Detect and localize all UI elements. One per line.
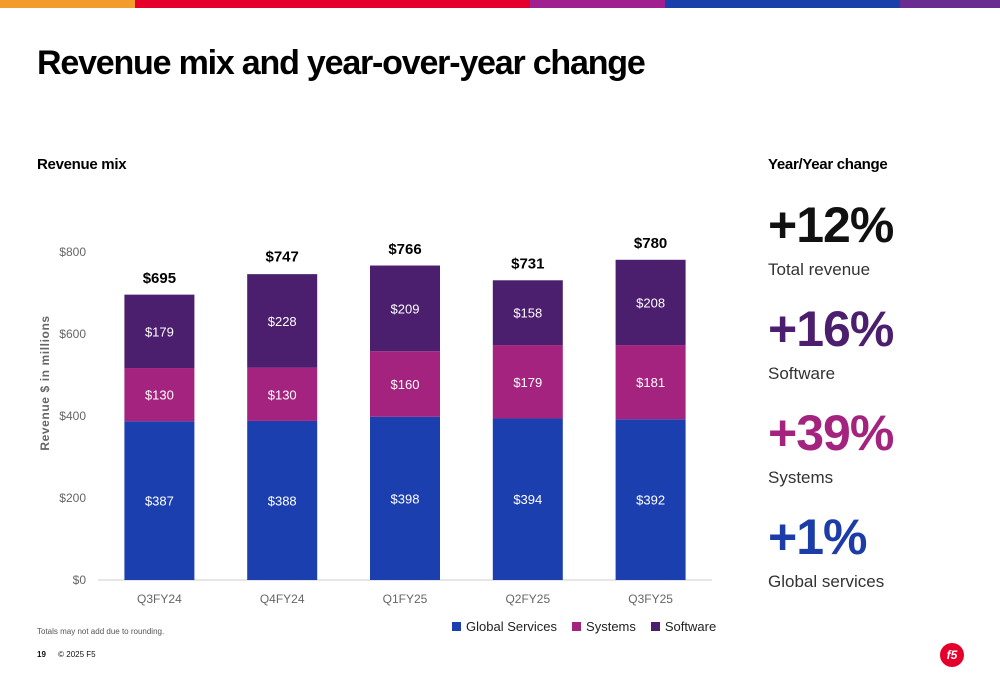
- yoy-value: +16%: [768, 301, 894, 357]
- bar-segment-systems: [370, 351, 440, 417]
- bar-segment-global-services: [124, 421, 195, 580]
- bar-total-label: $731: [511, 255, 544, 272]
- bar-total-label: $747: [266, 249, 299, 266]
- legend-item: Global Services: [452, 619, 557, 634]
- y-tick-label: $0: [73, 573, 87, 587]
- legend-swatch: [452, 622, 461, 631]
- bar-value-label: $209: [391, 301, 420, 316]
- yoy-value: +1%: [768, 509, 867, 565]
- bar-segment-software: [615, 259, 686, 346]
- yoy-label: Systems: [768, 468, 834, 487]
- yoy-label: Software: [768, 364, 836, 383]
- legend-label: Software: [664, 619, 717, 634]
- bar-value-label: $160: [391, 377, 420, 392]
- bar-segment-systems: [124, 368, 195, 422]
- f5-logo: f5: [940, 643, 964, 667]
- bar-value-label: $208: [636, 295, 665, 310]
- bar-total-label: $780: [634, 235, 667, 252]
- x-tick-label: Q2FY25: [505, 592, 550, 606]
- x-tick-label: Q1FY25: [383, 592, 428, 606]
- yoy-label: Global services: [768, 572, 885, 591]
- bar-segment-software: [247, 274, 318, 368]
- bar-segment-global-services: [247, 420, 318, 580]
- top-bar-segment-red: [135, 0, 335, 8]
- top-bar-segment-red-2: [335, 0, 530, 8]
- x-tick-label: Q3FY24: [137, 592, 182, 606]
- page-title: Revenue mix and year-over-year change: [37, 44, 646, 82]
- top-color-bar: [0, 0, 1000, 8]
- yoy-value: +39%: [768, 405, 894, 461]
- top-bar-segment-magenta: [530, 0, 665, 8]
- bar-value-label: $130: [145, 388, 174, 403]
- page-number: 19: [37, 650, 46, 659]
- legend-label: Global Services: [466, 619, 558, 634]
- revenue-mix-chart: $0 $200 $400 $600 $800 Revenue $ in millions $…: [38, 235, 712, 606]
- y-tick-label: $600: [59, 327, 86, 341]
- legend-swatch: [650, 622, 660, 631]
- bar-total-label: $695: [143, 270, 176, 287]
- bar-value-label: $392: [636, 493, 665, 508]
- bar-segment-global-services: [615, 419, 686, 580]
- y-axis-label: Revenue $ in millions: [38, 315, 52, 450]
- chart-legend: Global Services Systems Software: [452, 619, 731, 634]
- bar-value-label: $179: [513, 375, 542, 390]
- bar-value-label: $388: [268, 493, 297, 508]
- x-tick-label: Q3FY25: [628, 592, 673, 606]
- revenue-mix-heading: Revenue mix: [37, 156, 127, 173]
- top-bar-segment-orange: [0, 0, 135, 8]
- yoy-item: +1% Global services: [768, 512, 884, 592]
- bar-segment-software: [492, 280, 563, 346]
- bar-segment-systems: [247, 367, 318, 421]
- bar-segment-software: [124, 294, 195, 369]
- top-bar-segment-purple: [900, 0, 1000, 8]
- bar-segment-global-services: [492, 418, 563, 580]
- page-footer: 19 © 2025 F5: [37, 650, 96, 659]
- yoy-value: +12%: [768, 197, 894, 253]
- yoy-item: +39% Systems: [768, 405, 894, 488]
- copyright: © 2025 F5: [58, 650, 96, 659]
- yoy-item: +12% Total revenue: [768, 197, 894, 280]
- bar-segment-global-services: [370, 416, 440, 580]
- yoy-label: Total revenue: [768, 260, 871, 279]
- bar-value-label: $181: [636, 375, 665, 390]
- rounding-footnote: Totals may not add due to rounding.: [37, 627, 165, 636]
- x-tick-label: Q4FY24: [260, 592, 305, 606]
- yoy-heading: Year/Year change: [768, 156, 888, 173]
- yoy-item: +16% Software: [768, 301, 894, 384]
- bar-segment-software: [370, 265, 440, 352]
- bar-value-label: $228: [268, 314, 297, 329]
- bar-value-label: $387: [145, 494, 174, 509]
- legend-swatch: [572, 622, 582, 631]
- bar-value-label: $158: [513, 306, 542, 321]
- legend-label: Systems: [586, 619, 636, 634]
- bar-segment-systems: [492, 345, 563, 419]
- bar-value-label: $394: [513, 492, 542, 507]
- legend-item: Systems: [572, 619, 636, 634]
- top-bar-segment-blue: [665, 0, 900, 8]
- y-tick-label: $800: [59, 245, 86, 259]
- bar-total-label: $766: [388, 241, 421, 258]
- bar-value-label: $130: [268, 387, 297, 402]
- bar-value-label: $398: [391, 491, 420, 506]
- bar-value-label: $179: [145, 324, 174, 339]
- y-tick-label: $200: [59, 491, 86, 505]
- bar-segment-systems: [615, 345, 686, 420]
- y-tick-label: $400: [59, 409, 86, 423]
- legend-item: Software: [650, 619, 717, 634]
